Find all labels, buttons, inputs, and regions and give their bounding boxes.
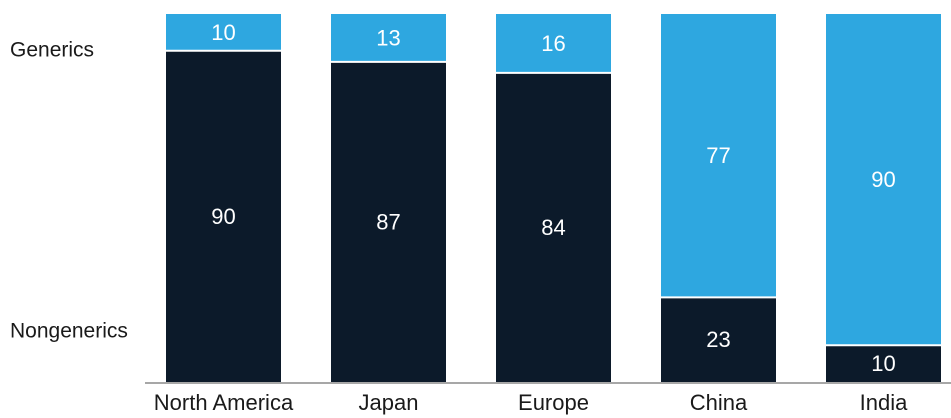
bar-segment-china-generics xyxy=(661,14,776,298)
data-label-japan-nongenerics: 87 xyxy=(376,209,400,234)
bars-group xyxy=(166,14,941,383)
category-label-india: India xyxy=(860,390,908,415)
data-label-europe-generics: 16 xyxy=(541,31,565,56)
category-label-north-america: North America xyxy=(154,390,294,415)
category-label-japan: Japan xyxy=(359,390,419,415)
category-labels-group: North America Japan Europe China India xyxy=(154,390,908,415)
bar-segment-europe-generics xyxy=(496,14,611,73)
bar-segment-india-nongenerics xyxy=(826,345,941,382)
category-label-europe: Europe xyxy=(518,390,589,415)
bar-segment-china-nongenerics xyxy=(661,297,776,382)
bar-segment-japan-nongenerics xyxy=(331,61,446,383)
bar-segment-north-america-generics xyxy=(166,14,281,51)
data-label-india-generics: 90 xyxy=(871,167,895,192)
data-label-japan-generics: 13 xyxy=(376,25,400,50)
bar-segment-india-generics xyxy=(826,14,941,346)
bar-segment-north-america-nongenerics xyxy=(166,50,281,383)
data-label-europe-nongenerics: 84 xyxy=(541,215,565,240)
legend-label-generics: Generics xyxy=(10,39,94,62)
data-label-india-nongenerics: 10 xyxy=(871,351,895,376)
data-label-china-nongenerics: 23 xyxy=(706,327,730,352)
segment-labels-group: 90 10 87 13 84 16 23 77 10 90 xyxy=(211,20,895,376)
bar-segment-japan-generics xyxy=(331,14,446,62)
category-label-china: China xyxy=(690,390,748,415)
data-label-north-america-nongenerics: 90 xyxy=(211,204,235,229)
data-label-north-america-generics: 10 xyxy=(211,20,235,45)
bar-segment-europe-nongenerics xyxy=(496,72,611,382)
legend: Generics Nongenerics xyxy=(10,39,128,343)
legend-label-nongenerics: Nongenerics xyxy=(10,320,128,343)
data-label-china-generics: 77 xyxy=(706,143,730,168)
